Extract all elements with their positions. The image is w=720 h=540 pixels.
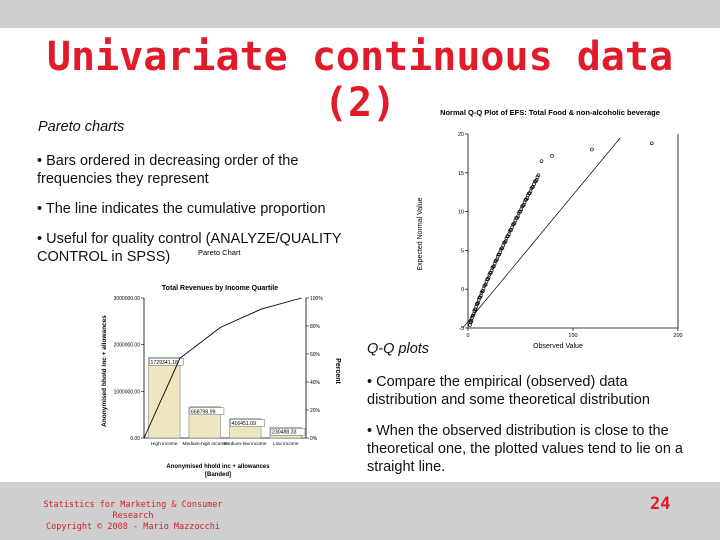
pareto-chart-figure: Pareto Chart Total Revenues by Income Qu… <box>100 246 370 481</box>
pareto-y-tick-label: 3000000.00 <box>114 296 141 302</box>
qq-title: Normal Q-Q Plot of EFS: Total Food & non… <box>440 108 660 117</box>
qq-point <box>518 209 523 214</box>
pareto-y2-tick-label: 0% <box>310 436 318 442</box>
pareto-category-label: Medium-low income <box>224 441 267 447</box>
qq-point <box>533 179 538 183</box>
qq-point <box>509 227 514 232</box>
qq-point <box>473 307 478 312</box>
pareto-category-label: Medium-high income <box>182 441 227 447</box>
qq-point <box>483 283 487 287</box>
pareto-bullet-3: • Useful for quality control (ANALYZE/QU… <box>37 231 342 265</box>
page-number: 24 <box>650 494 671 514</box>
pareto-y2-tick-label: 60% <box>310 352 321 358</box>
qq-ylabel: Expected Normal Value <box>417 197 424 270</box>
qq-x-tick-label: 0 <box>466 333 469 339</box>
qq-point <box>471 313 475 318</box>
qq-plot-svg: Normal Q-Q Plot of EFS: Total Food & non… <box>417 108 683 350</box>
slide-title: Univariate continuous data (2) <box>46 34 674 126</box>
pareto-value-label: 230488.33 <box>272 430 297 436</box>
pareto-bullet-1: • Bars ordered in decreasing order of th… <box>37 153 299 187</box>
qq-point <box>489 270 493 275</box>
pareto-bars: 1729341.18 High income 668798.99 Medium-hig… <box>148 357 306 447</box>
qq-point <box>522 200 527 205</box>
footer-line-1: Statistics for Marketing & Consumer Rese… <box>43 500 223 521</box>
pareto-value-label: 416451.09 <box>231 421 256 427</box>
footer-line-2: Copyright © 2008 - Mario Mazzocchi <box>46 522 220 532</box>
pareto-value-label-box <box>270 428 306 436</box>
qq-point <box>527 191 532 195</box>
pareto-xlabel-band: [Banded] <box>205 472 231 478</box>
pareto-category-label: High income <box>151 441 178 447</box>
qq-point <box>513 218 518 223</box>
qq-x-tick-label: 100 <box>568 333 577 339</box>
pareto-y2-tick-label: 100% <box>310 296 323 302</box>
qq-point <box>498 250 502 255</box>
pareto-ylabel: Anonymised hhold inc + allowances <box>101 315 108 427</box>
pareto-y2-tick-label: 40% <box>310 380 321 386</box>
qq-outlier-point <box>550 153 554 158</box>
pareto-y2-tick-label: 80% <box>310 324 321 330</box>
footer-text: Statistics for Marketing & Consumer Rese… <box>28 500 238 533</box>
qq-point <box>475 301 480 306</box>
qq-x-tick-label: 200 <box>673 333 682 339</box>
pareto-category-label: Low income <box>273 441 299 447</box>
qq-y-tick-label: 10 <box>458 210 464 216</box>
pareto-value-label-box <box>149 358 184 366</box>
qq-point <box>497 252 502 257</box>
qq-y-tick-label: 5 <box>461 248 464 254</box>
pareto-y-tick-label: 2000000.00 <box>114 343 141 349</box>
qq-point <box>504 236 509 241</box>
pareto-value-label: 668798.99 <box>191 409 216 415</box>
qq-xlabel: Observed Value <box>533 343 583 350</box>
pareto-y2-tick-label: 20% <box>310 408 321 414</box>
pareto-value-label-box <box>189 407 225 415</box>
qq-point <box>521 203 525 208</box>
qq-point <box>491 264 495 269</box>
qq-outlier-point <box>649 141 654 146</box>
pareto-y2label: Percent <box>334 358 341 384</box>
qq-points <box>468 141 654 327</box>
qq-reference-line <box>462 137 621 329</box>
pareto-xlabel: Anonymised hhold inc + allowances [Banded… <box>166 464 270 478</box>
pareto-cumulative-line <box>143 297 302 439</box>
pareto-y-tick-label: 1000000.00 <box>114 389 141 395</box>
pareto-bullet-2: • The line indicates the cumulative prop… <box>37 201 326 217</box>
qq-heading: Q-Q plots <box>367 341 430 357</box>
qq-bullet-2: • When the observed distribution is clos… <box>367 423 683 475</box>
qq-point <box>484 279 489 284</box>
pareto-heading: Pareto charts <box>38 119 125 135</box>
pareto-title: Total Revenues by Income Quartile <box>162 285 278 292</box>
qq-outlier-point <box>539 159 544 163</box>
pareto-value-label-box <box>230 419 265 427</box>
qq-y-tick-label: 15 <box>458 171 464 177</box>
pareto-cumulative-path <box>143 297 302 439</box>
pareto-y-tick-label: 0.00 <box>130 436 140 442</box>
qq-y-tick-label: 0 <box>461 287 464 293</box>
qq-point <box>492 261 497 266</box>
qq-y-tick-label: -5 <box>459 326 464 332</box>
footer-bar <box>0 482 720 540</box>
qq-plot-figure: Normal Q-Q Plot of EFS: Total Food & non… <box>410 104 690 354</box>
qq-outlier-point <box>590 147 594 152</box>
qq-point <box>481 289 485 293</box>
pareto-xlabel-main: Anonymised hhold inc + allowances <box>166 464 270 470</box>
qq-point <box>495 254 500 259</box>
qq-point <box>536 173 541 177</box>
pareto-value-label: 1729341.18 <box>150 360 178 366</box>
qq-point <box>535 175 540 179</box>
top-bar <box>0 0 720 28</box>
pareto-chart-svg: Pareto Chart Total Revenues by Income Qu… <box>101 248 341 478</box>
qq-bullet-1: • Compare the empirical (observed) data … <box>367 374 650 408</box>
qq-point <box>500 246 505 250</box>
qq-y-tick-label: 20 <box>458 132 464 138</box>
pareto-overhead-label: Pareto Chart <box>198 248 241 257</box>
qq-point <box>503 240 507 245</box>
qq-point <box>511 222 516 226</box>
